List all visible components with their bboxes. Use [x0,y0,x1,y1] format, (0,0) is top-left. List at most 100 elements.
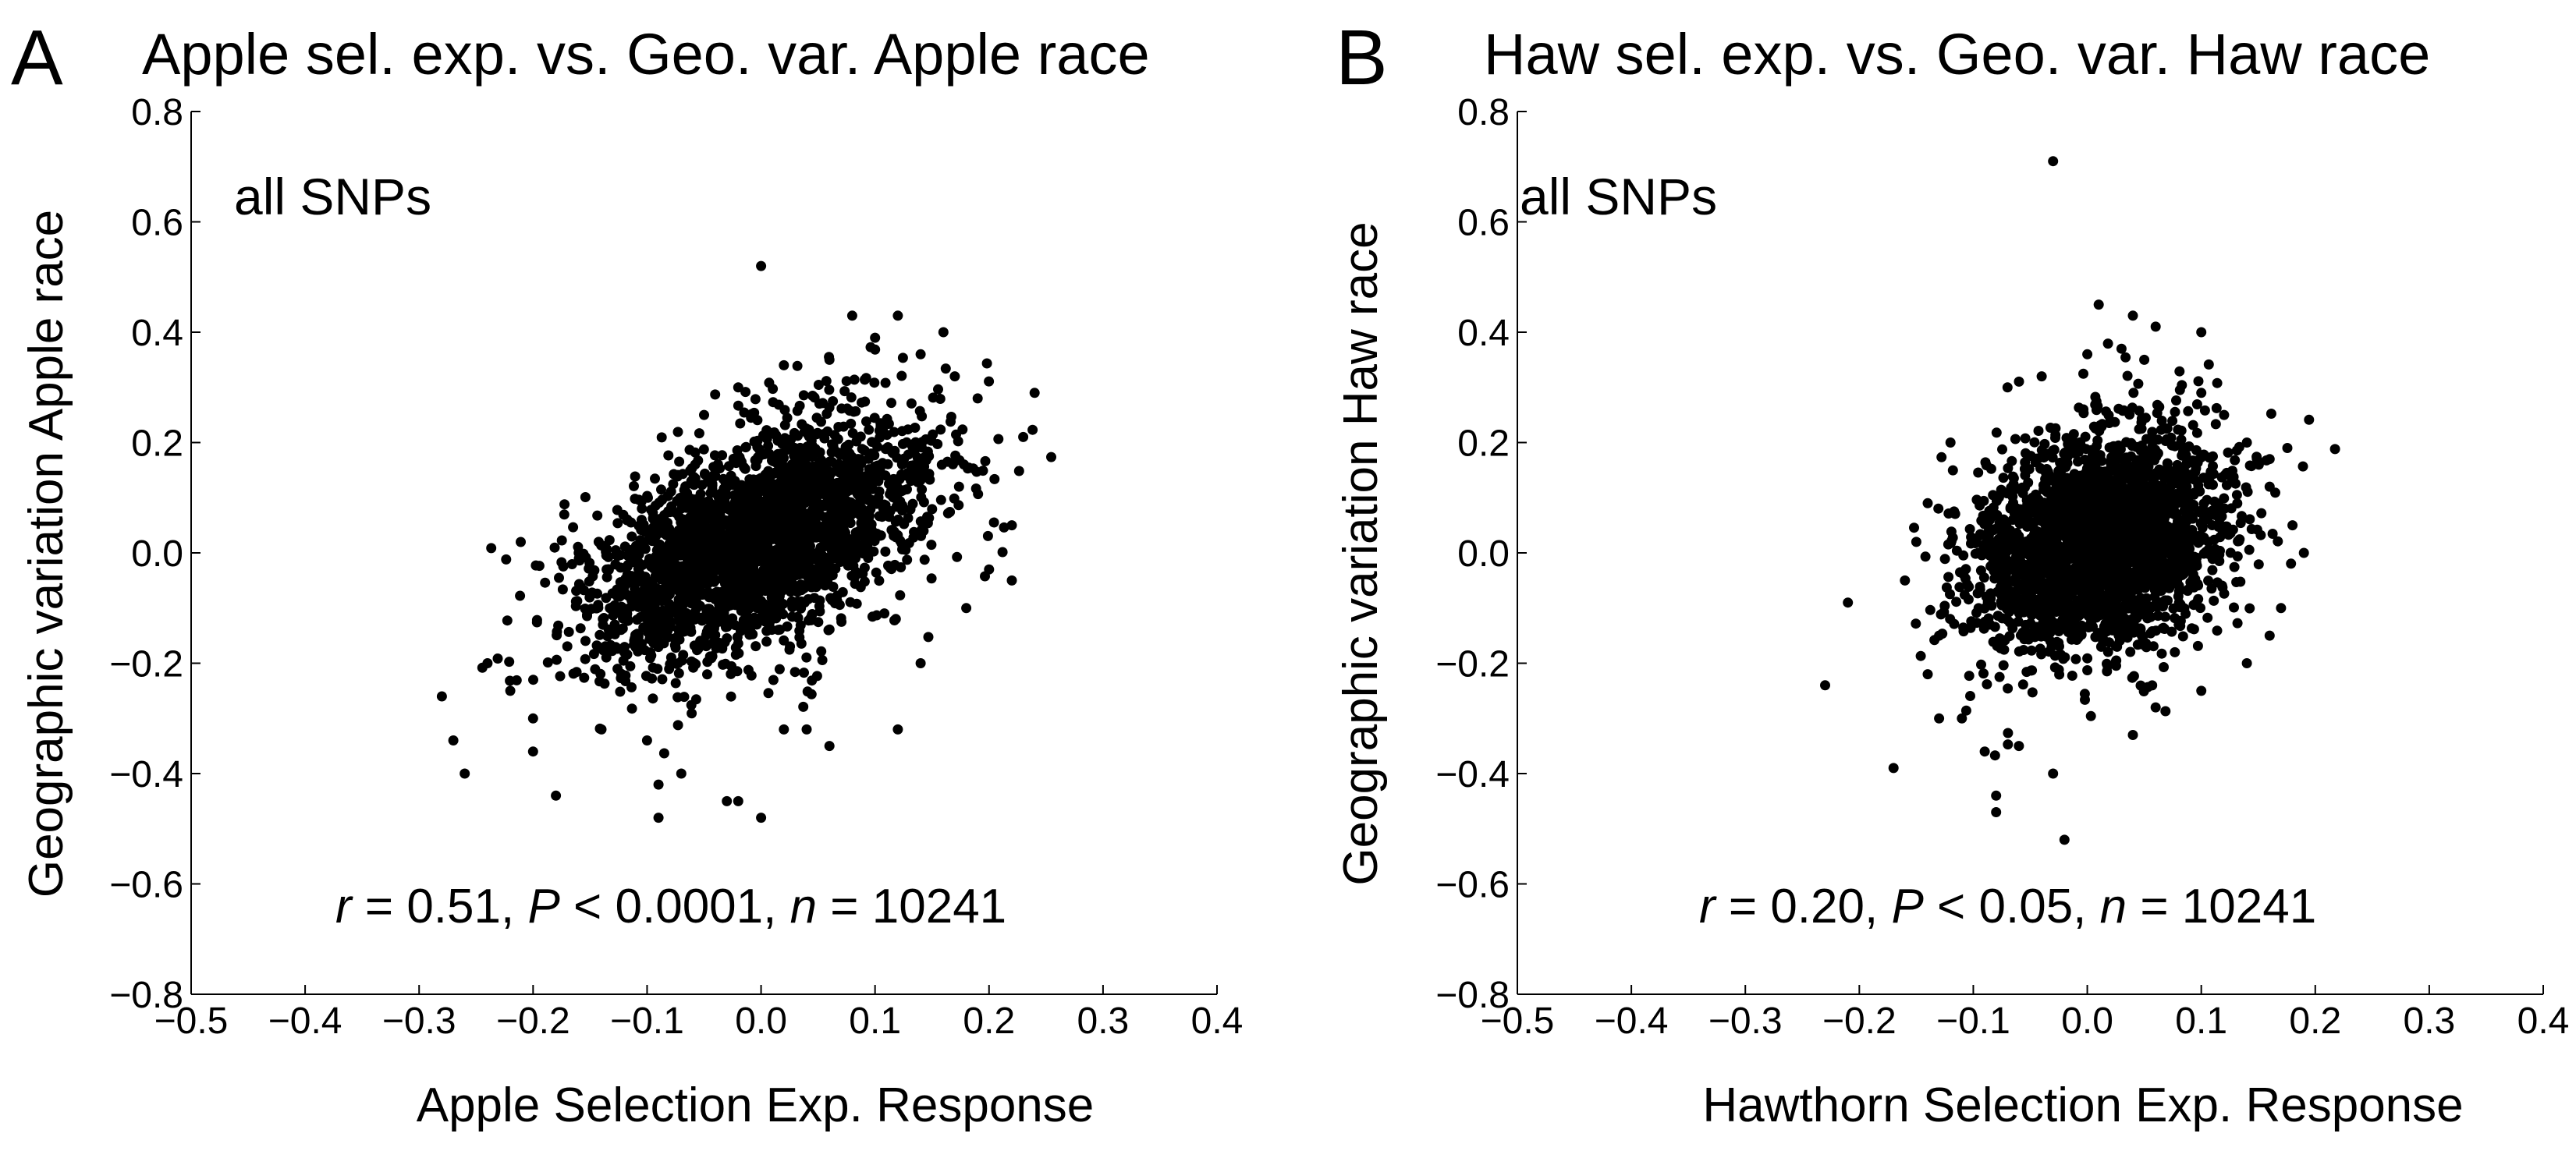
panel-b-data-point [2266,409,2276,419]
panel-a-data-point [813,380,824,390]
panel-b-data-point [2170,406,2180,417]
panel-a-data-point [855,431,866,442]
panel-a-data-point [551,790,562,801]
panel-b-data-point [1909,522,1919,533]
panel-a-data-point [780,517,791,528]
panel-a-data-point [1018,431,1029,442]
panel-a-data-point [830,446,841,457]
panel-a-data-point [688,478,699,489]
panel-a-data-point [793,430,803,441]
panel-b-data-point [2068,429,2079,440]
panel-b-data-point [2074,622,2085,632]
panel-a-data-point [733,648,744,659]
panel-b-data-point [2173,516,2184,527]
panel-a-data-point [796,603,807,614]
panel-a-data-point [818,398,829,409]
panel-b-data-point [2068,448,2079,459]
panel-a-data-point [511,675,522,685]
panel-a-data-point [677,533,688,544]
panel-a-data-point [662,590,673,600]
panel-a-data-point [584,576,594,587]
panel-a-data-point [785,641,796,652]
panel-a-data-point [814,448,825,459]
panel-b-data-point [1991,496,2002,506]
panel-a-data-point [825,537,836,548]
panel-a-data-point [660,628,671,639]
panel-a-data-point [719,503,730,514]
panel-a-data-point [807,675,818,686]
panel-a-data-point [836,519,846,529]
panel-a-data-point [789,667,800,678]
panel-a-data-point [674,456,685,467]
panel-a-data-point [683,554,694,565]
panel-b-data-point [2187,420,2198,430]
panel-b-x-tick-label: −0.3 [1708,1000,1783,1042]
panel-a-data-point [672,658,683,669]
panel-a-x-tick-label: 0.4 [1191,1000,1244,1042]
panel-a-data-point [811,579,821,590]
panel-a-stat-r-eq: = [352,880,407,933]
panel-a-data-point [829,497,839,508]
panel-b-data-point [2025,451,2036,462]
panel-a-data-point [764,480,775,491]
panel-b-data-point [2203,576,2214,586]
panel-a-data-point [797,480,808,491]
panel-a-data-point [903,512,914,523]
panel-a-data-point [740,532,751,543]
panel-a-data-point [730,523,741,534]
panel-a-data-point [612,518,623,529]
panel-a-data-point [588,649,599,660]
panel-b-data-point [2092,586,2103,597]
panel-a-x-tick-label: −0.4 [268,1000,342,1042]
panel-a-y-tick-label: −0.8 [109,975,183,1016]
panel-b-data-point [2167,416,2178,427]
panel-a-data-point [846,310,857,321]
panel-b-data-point [2177,380,2187,391]
panel-b-data-point [2081,444,2092,455]
panel-a-data-point [778,599,789,609]
panel-a-data-point [889,427,899,437]
panel-a-data-point [747,595,758,606]
panel-a-data-point [750,641,761,652]
panel-a-data-point [782,561,793,572]
panel-a-data-point [574,555,585,566]
panel-b-stat-sep2: , [2073,880,2099,933]
panel-a-data-point [684,444,695,455]
panel-b-data-point [2039,480,2050,491]
panel-a-data-point [635,611,646,622]
panel-a-data-point [712,459,723,469]
panel-a-data-point [804,431,814,442]
panel-b-data-point [1946,537,1957,548]
panel-a-y-tick-label: 0.2 [131,423,183,465]
panel-a-x-tick-label: 0.2 [963,1000,1015,1042]
panel-a-data-point [765,551,776,562]
panel-a-data-point [971,466,982,477]
panel-a-data-point [436,691,447,702]
panel-a-data-point [695,489,706,499]
panel-a-x-tick-label: −0.1 [610,1000,684,1042]
panel-a-data-point [862,540,873,551]
panel-a-data-point [787,602,798,613]
panel-a-data-point [766,580,777,591]
panel-a-data-point [842,554,852,565]
panel-a-stat-sep2: , [763,880,789,933]
panel-b-data-point [2163,508,2174,519]
panel-a-data-point [897,352,908,363]
panel-a-data-point [874,576,885,586]
panel-a-data-point [717,573,728,584]
panel-a-data-point [798,701,809,712]
panel-b-data-point [2152,408,2163,419]
panel-a-data-point [626,531,637,542]
panel-a-data-point [982,530,993,541]
panel-b-data-point [2226,503,2237,514]
panel-a-data-point [679,561,690,572]
panel-a-data-point [834,529,845,540]
panel-a-data-point [678,650,689,660]
panel-a-data-point [657,674,668,685]
panel-a-data-point [504,657,515,668]
panel-a-data-point [739,590,750,601]
panel-b-data-point [2022,499,2033,510]
panel-a-data-point [861,416,871,427]
panel-a-data-point [763,466,774,476]
panel-a-data-point [648,693,658,704]
